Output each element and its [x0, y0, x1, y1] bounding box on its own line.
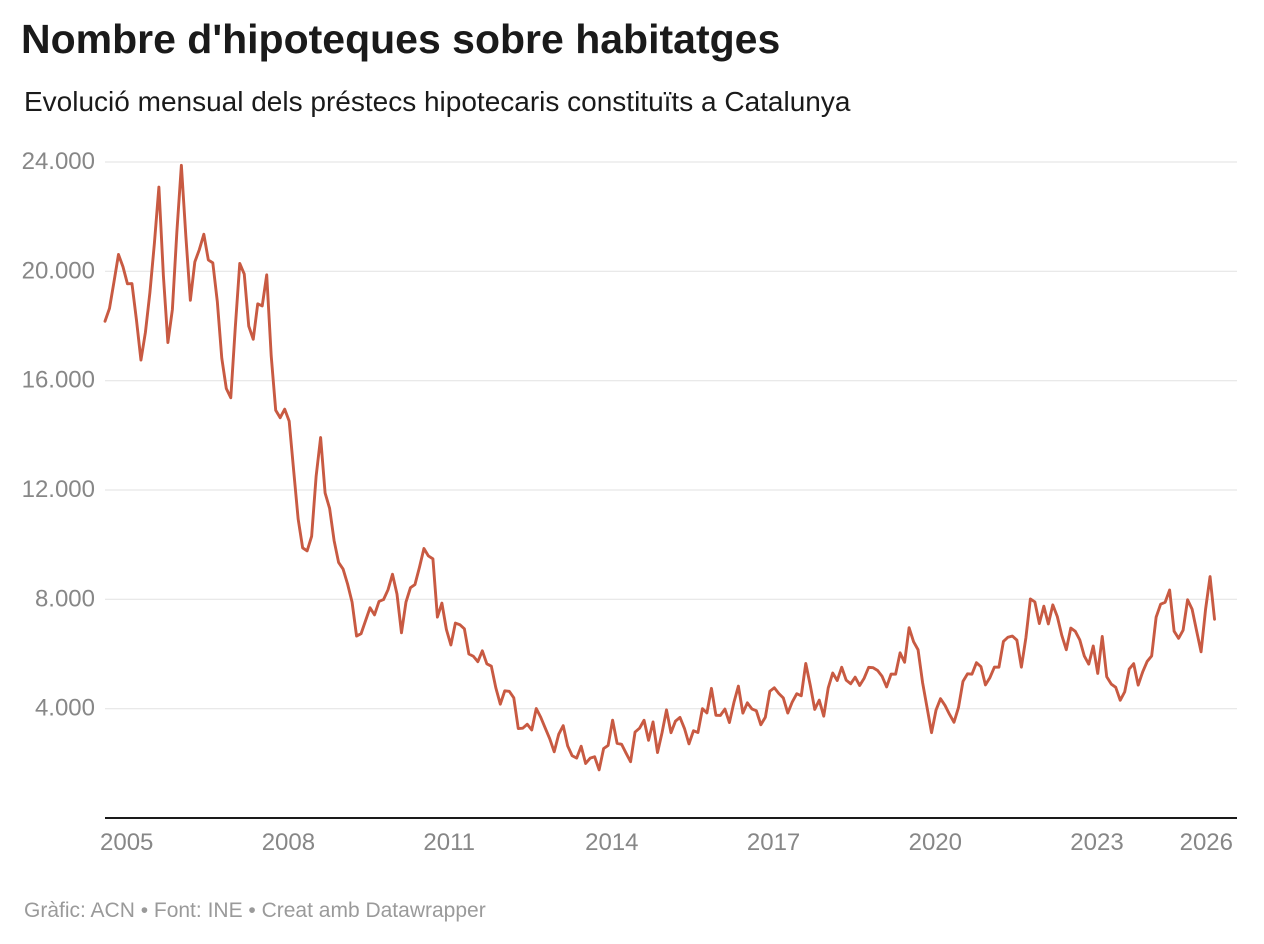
- svg-text:2017: 2017: [747, 829, 800, 856]
- svg-text:2026: 2026: [1180, 829, 1233, 856]
- svg-text:8.000: 8.000: [35, 585, 95, 612]
- svg-text:2020: 2020: [909, 829, 962, 856]
- svg-text:2008: 2008: [262, 829, 315, 856]
- svg-text:4.000: 4.000: [35, 695, 95, 722]
- svg-text:12.000: 12.000: [22, 476, 95, 503]
- svg-text:2011: 2011: [423, 829, 475, 856]
- svg-text:2023: 2023: [1070, 829, 1123, 856]
- svg-text:16.000: 16.000: [22, 367, 95, 394]
- svg-text:20.000: 20.000: [22, 257, 95, 284]
- svg-text:2014: 2014: [585, 829, 638, 856]
- svg-text:2005: 2005: [100, 829, 153, 856]
- svg-text:24.000: 24.000: [22, 148, 95, 175]
